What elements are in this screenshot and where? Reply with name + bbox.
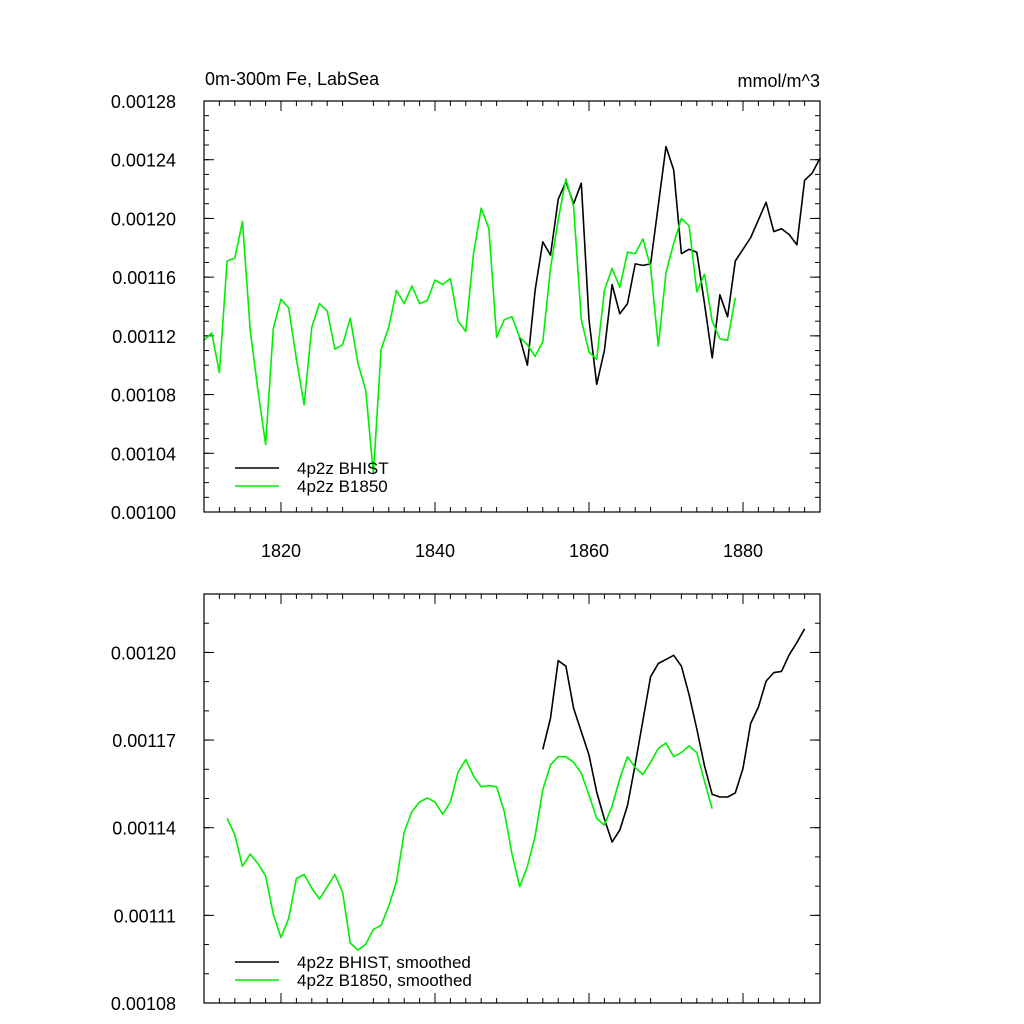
top-y-tick-label: 0.00124: [111, 151, 176, 171]
top-legend-label: 4p2z BHIST: [297, 459, 389, 478]
bottom-series-line-bhist: [542, 628, 806, 843]
top-y-tick-label: 0.00116: [112, 268, 176, 288]
top-x-tick-label: 1860: [569, 541, 609, 561]
top-y-tick-label: 0.00128: [111, 92, 176, 112]
top-y-tick-label: 0.00120: [111, 209, 176, 229]
top-x-tick-label: 1880: [723, 541, 763, 561]
top-chart-units: mmol/m^3: [738, 71, 820, 91]
top-plot-frame: [203, 100, 821, 513]
top-y-tick-label: 0.00104: [111, 444, 176, 464]
top-chart-panel: 0m-300m Fe, LabSea mmol/m^3 1820 1840 1860…: [111, 69, 821, 561]
bottom-y-tick-label: 0.00108: [111, 994, 176, 1014]
bottom-y-tick-label: 0.00111: [114, 906, 176, 926]
bottom-legend-label: 4p2z B1850, smoothed: [297, 971, 472, 990]
bottom-y-tick-label: 0.00120: [111, 643, 176, 663]
top-y-tick-label: 0.00100: [111, 503, 176, 523]
top-y-tick-label: 0.00108: [111, 386, 176, 406]
bottom-series-line-b1850: [226, 742, 713, 951]
bottom-plot-frame: [203, 593, 821, 1004]
top-x-tick-label: 1820: [261, 541, 301, 561]
top-legend-label: 4p2z B1850: [297, 477, 388, 496]
top-x-tick-label: 1840: [415, 541, 455, 561]
bottom-chart-panel: 0.00108 0.00111 0.00114 0.00117 0.00120 4p2z …: [111, 593, 821, 1014]
bottom-y-tick-label: 0.00114: [112, 819, 176, 839]
bottom-legend-label: 4p2z BHIST, smoothed: [297, 953, 471, 972]
top-series-line-b1850: [203, 178, 737, 475]
bottom-y-tick-label: 0.00117: [112, 731, 176, 751]
top-y-tick-label: 0.00112: [112, 327, 176, 347]
top-chart-title: 0m-300m Fe, LabSea: [205, 69, 380, 89]
